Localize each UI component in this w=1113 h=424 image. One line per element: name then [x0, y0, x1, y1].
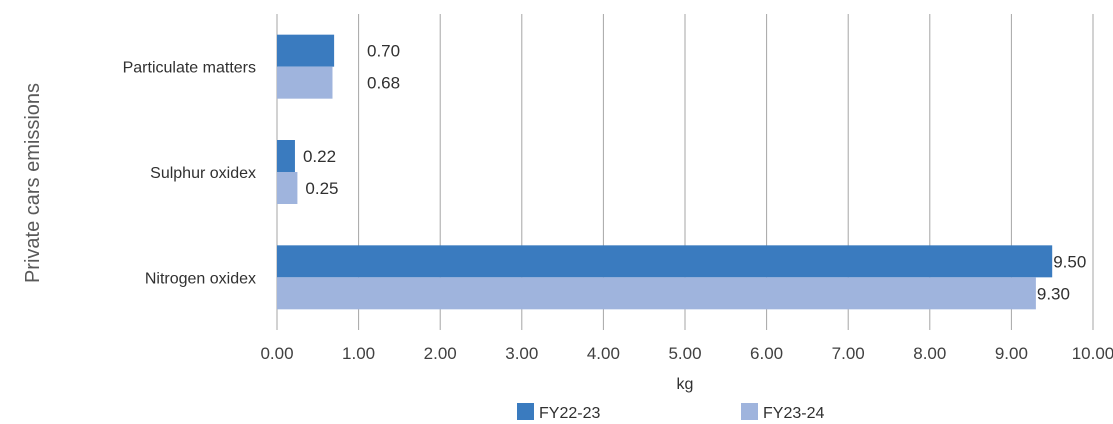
bar-fy22-23-nitrogen-oxidex — [277, 245, 1053, 278]
category-labels: Particulate matters Sulphur oxidex Nitroge… — [123, 60, 256, 288]
legend-swatch-fy23-24 — [741, 403, 758, 420]
data-label-fy23-24-nitrogen-oxidex: 9.30 — [1037, 284, 1070, 303]
x-tick-label: 3.00 — [505, 344, 538, 363]
legend: FY22-23 FY23-24 — [517, 403, 824, 422]
x-tick-label: 2.00 — [424, 344, 457, 363]
y-axis-title: Private cars emissions — [22, 83, 44, 283]
legend-label-fy23-24: FY23-24 — [763, 405, 824, 422]
category-label-sulphur-oxidex: Sulphur oxidex — [150, 165, 256, 182]
bar-fy22-23-particulate-matters — [277, 34, 335, 67]
bar-fy23-24-particulate-matters — [277, 66, 333, 99]
data-label-fy22-23-particulate-matters: 0.70 — [367, 42, 400, 61]
bar-fy23-24-sulphur-oxidex — [277, 172, 298, 204]
x-tick-label: 7.00 — [832, 344, 865, 363]
data-label-fy22-23-nitrogen-oxidex: 9.50 — [1053, 252, 1086, 271]
value-labels: 0.70 0.68 0.22 0.25 9.50 9.30 — [303, 42, 1086, 304]
bar-fy22-23-sulphur-oxidex — [277, 140, 295, 172]
x-tick-label: 6.00 — [750, 344, 783, 363]
bar-fy23-24-nitrogen-oxidex — [277, 277, 1036, 310]
x-tick-label: 10.00 — [1072, 344, 1113, 363]
data-label-fy23-24-particulate-matters: 0.68 — [367, 74, 400, 93]
x-axis-title: kg — [677, 376, 694, 393]
legend-label-fy22-23: FY22-23 — [539, 405, 600, 422]
bars — [277, 34, 1053, 310]
x-tick-label: 0.00 — [260, 344, 293, 363]
category-label-nitrogen-oxidex: Nitrogen oxidex — [145, 270, 256, 287]
category-label-particulate-matters: Particulate matters — [123, 60, 256, 77]
x-tick-label: 4.00 — [587, 344, 620, 363]
data-label-fy23-24-sulphur-oxidex: 0.25 — [305, 179, 338, 198]
x-tick-label: 8.00 — [913, 344, 946, 363]
x-tick-label: 1.00 — [342, 344, 375, 363]
legend-swatch-fy22-23 — [517, 403, 534, 420]
x-tick-label: 9.00 — [995, 344, 1028, 363]
data-label-fy22-23-sulphur-oxidex: 0.22 — [303, 147, 336, 166]
x-tick-labels: 0.00 1.00 2.00 3.00 4.00 5.00 6.00 7.00 8.00 9.00… — [260, 344, 1113, 363]
x-tick-label: 5.00 — [668, 344, 701, 363]
